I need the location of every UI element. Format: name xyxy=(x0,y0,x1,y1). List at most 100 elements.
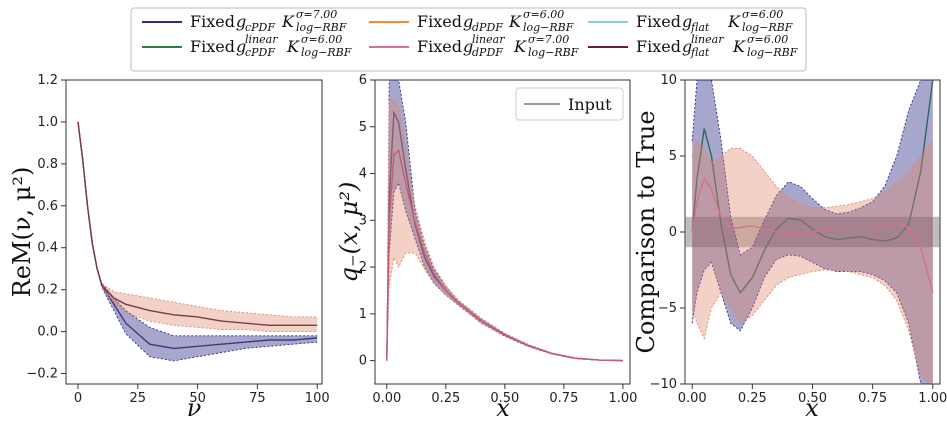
legend-g: g xyxy=(463,12,473,31)
legend-g-sub: cPDF xyxy=(245,46,275,59)
y-tick-label: 0.2 xyxy=(37,283,58,298)
y-tick-label: 6 xyxy=(359,73,367,88)
x-tick-label: 0.25 xyxy=(738,391,767,406)
x-tick-label: 0.50 xyxy=(490,391,519,406)
panel-2-xlabel: x xyxy=(496,394,510,422)
legend-k: K xyxy=(281,12,295,31)
legend-k: K xyxy=(508,12,522,31)
series-line-dPDF xyxy=(691,177,934,293)
y-tick-label: −0.2 xyxy=(26,367,58,382)
panel-2: 0.00 0.25 0.50 0.75 1.00 0 1 2 3 4 5 6 xyxy=(359,73,638,406)
y-tick-label: 0.0 xyxy=(37,325,58,340)
legend-k: K xyxy=(727,12,741,31)
y-tick-label: −5 xyxy=(658,301,677,316)
x-tick-label: 1.00 xyxy=(608,391,637,406)
legend-g-sub: dPDF xyxy=(472,21,503,34)
band-edge-dPDF-upper xyxy=(77,121,318,318)
panel-3-xlabel: x xyxy=(805,394,819,422)
band-edge-dPDF-upper xyxy=(386,97,623,362)
legend-k: K xyxy=(286,37,300,56)
series-line-dPDF xyxy=(77,121,318,326)
legend-k-sup: σ=6.00 xyxy=(523,8,564,21)
x-tick-label: 0 xyxy=(74,391,82,406)
band-edge-cPDF-upper xyxy=(691,80,933,256)
panel-2-frame xyxy=(374,79,631,385)
panel-2-legend-frame xyxy=(515,87,624,121)
legend-k-sup: σ=7.00 xyxy=(296,8,337,21)
band-edge-dPDF-upper xyxy=(691,139,934,209)
panel-2-legend: Input xyxy=(515,87,624,121)
y-tick-label: 10 xyxy=(660,73,677,88)
y-tick-label: 0.4 xyxy=(37,241,58,256)
band-dPDF xyxy=(78,121,318,332)
panel-2-plot xyxy=(386,80,623,362)
y-tick-label: 1 xyxy=(359,307,367,322)
x-tick-label: 1.00 xyxy=(918,391,947,406)
panel-1-plot xyxy=(77,121,318,362)
legend-g-sub: dPDF xyxy=(472,46,503,59)
legend-g-sup: linear xyxy=(472,33,505,46)
legend-g: g xyxy=(682,12,692,31)
band-edge-Input-upper xyxy=(386,80,623,362)
legend-label: Fixed xyxy=(190,37,235,56)
legend-label: Fixed xyxy=(190,12,235,31)
legend-label: Fixed xyxy=(636,12,681,31)
legend-g: g xyxy=(463,37,473,56)
legend-g: g xyxy=(236,37,246,56)
legend-label: Fixed xyxy=(417,12,462,31)
band-dPDF xyxy=(386,98,623,361)
y-tick-label: 4 xyxy=(359,167,367,182)
x-tick-label: 100 xyxy=(305,391,330,406)
legend-k-sub: log−RBF xyxy=(742,21,793,34)
legend-k-sub: log−RBF xyxy=(296,21,347,34)
series-line-cPDF xyxy=(691,80,934,295)
y-tick-label: 3 xyxy=(359,213,367,228)
x-tick-label: 0.00 xyxy=(372,391,401,406)
legend-k-sub: log−RBF xyxy=(523,21,574,34)
x-tick-label: 50 xyxy=(189,391,206,406)
y-tick-label: 5 xyxy=(669,149,677,164)
band-cPDF xyxy=(78,121,318,361)
legend-g-sup: linear xyxy=(691,33,724,46)
x-tick-label: 0.00 xyxy=(678,391,707,406)
y-tick-label: 0.8 xyxy=(37,157,58,172)
legend-k-sub: log−RBF xyxy=(747,46,798,59)
legend-g-sub: flat xyxy=(690,21,710,34)
y-tick-label: 5 xyxy=(359,120,367,135)
series-line-dPDF xyxy=(386,148,623,362)
legend-k: K xyxy=(732,37,746,56)
legend-label: Fixed xyxy=(417,37,462,56)
y-tick-label: 2 xyxy=(359,260,367,275)
band-edge-dPDF-lower xyxy=(691,269,934,384)
panel-3: 0.00 0.25 0.50 0.75 1.00 −10 −5 0 5 10 xyxy=(650,73,947,406)
legend-k: K xyxy=(513,37,527,56)
x-tick-label: 0.75 xyxy=(549,391,578,406)
x-tick-label: 0.50 xyxy=(798,391,827,406)
legend-frame xyxy=(130,7,807,72)
legend-g: g xyxy=(236,12,246,31)
legend-k-sub: log−RBF xyxy=(528,46,579,59)
legend-g-sub: cPDF xyxy=(245,21,275,34)
band-dPDF xyxy=(692,140,933,384)
legend-g-sub: flat xyxy=(690,46,710,59)
y-tick-label: −10 xyxy=(650,377,677,392)
legend-k-sup: σ=6.00 xyxy=(301,33,342,46)
panel-1-ylabel: ReM(ν, μ²) xyxy=(8,167,36,298)
legend-k-sup: σ=6.00 xyxy=(747,33,788,46)
panel-1: 0 25 50 75 100 −0.2 0.0 0.2 0.4 0.6 0.8 1.0 1.2 xyxy=(26,73,329,406)
y-tick-label: 0 xyxy=(359,354,367,369)
panel-1-frame xyxy=(65,79,323,385)
legend-label: Fixed xyxy=(636,37,681,56)
band-edge-cPDF-lower xyxy=(691,254,933,384)
x-tick-label: 0.25 xyxy=(431,391,460,406)
panel-2-ylabel: q₋(x, μ²) xyxy=(335,182,363,283)
panel-3-plot xyxy=(685,80,940,384)
band-edge-cPDF-lower xyxy=(77,121,318,362)
